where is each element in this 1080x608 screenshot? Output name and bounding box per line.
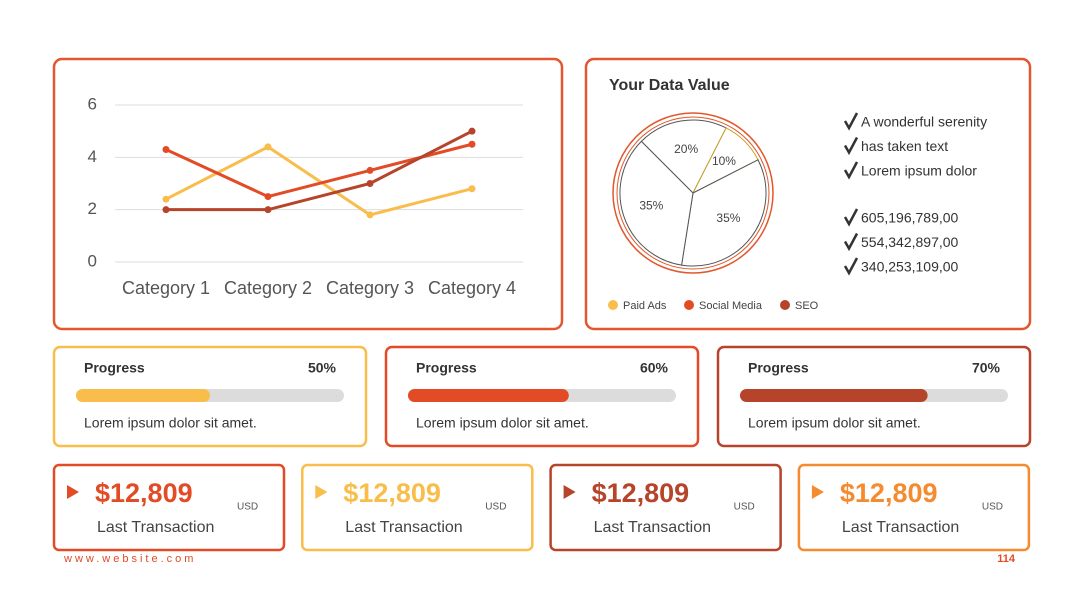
line-point — [366, 166, 374, 174]
transaction-currency: USD — [982, 502, 1003, 513]
pie-slice — [681, 159, 767, 267]
progress-bar — [740, 389, 928, 402]
transaction-arrow — [315, 485, 328, 499]
progress-text: Lorem ipsum dolor sit amet. — [748, 415, 921, 431]
checklist-item: Lorem ipsum dolor — [861, 163, 977, 179]
line-point — [366, 180, 374, 187]
line-point — [162, 145, 170, 153]
pie-slice — [619, 140, 694, 266]
y-tick-label: 2 — [88, 199, 97, 218]
transaction-amount: $12,809 — [95, 478, 193, 508]
line-point — [366, 211, 374, 219]
transaction-label: Last Transaction — [594, 519, 711, 536]
figure-item: 554,342,897,00 — [861, 234, 959, 250]
transaction-card — [301, 463, 534, 552]
transaction-amount: $12,809 — [592, 478, 690, 508]
checklist-item: A wonderful serenity — [861, 114, 987, 130]
transaction-label: Last Transaction — [345, 519, 462, 536]
progress-value-label: 70% — [972, 360, 1001, 376]
legend-swatch — [780, 300, 790, 310]
legend-label: SEO — [795, 300, 819, 312]
check-icon — [843, 112, 859, 131]
legend-label: Social Media — [699, 300, 763, 312]
line-point — [264, 206, 272, 214]
transaction-amount: $12,809 — [343, 478, 441, 508]
y-tick-label: 6 — [88, 94, 97, 113]
check-icon — [843, 232, 859, 252]
transaction-card — [52, 463, 286, 552]
line-point — [468, 127, 476, 135]
x-tick-label: Category 4 — [428, 278, 516, 298]
progress-value-label: 50% — [308, 360, 337, 376]
pie-label: 35% — [639, 199, 663, 213]
line-point — [162, 195, 170, 203]
progress-bar — [408, 389, 569, 402]
progress-value-label: 60% — [640, 360, 669, 376]
transaction-card — [797, 463, 1031, 552]
figure-item: 340,253,109,00 — [861, 259, 959, 275]
line-series — [166, 129, 473, 212]
transaction-currency: USD — [734, 502, 755, 513]
transaction-arrow — [811, 485, 824, 499]
line-point — [162, 206, 170, 214]
transaction-card — [549, 463, 782, 552]
legend-label: Paid Ads — [623, 300, 667, 312]
progress-text: Lorem ipsum dolor sit amet. — [84, 415, 257, 431]
pie-slice — [640, 119, 727, 194]
x-tick-label: Category 1 — [122, 278, 210, 298]
check-icon — [843, 136, 859, 156]
figure-item: 605,196,789,00 — [861, 210, 959, 226]
line-point — [264, 143, 272, 151]
check-icon — [843, 161, 859, 180]
pie-ring — [612, 112, 774, 274]
line-point — [264, 193, 272, 201]
check-icon — [843, 208, 859, 227]
y-tick-label: 0 — [88, 251, 97, 270]
transaction-label: Last Transaction — [842, 519, 959, 536]
progress-bar — [76, 389, 210, 402]
progress-text: Lorem ipsum dolor sit amet. — [416, 415, 589, 431]
transaction-currency: USD — [237, 502, 258, 513]
pie-label: 20% — [674, 142, 698, 156]
legend-swatch — [608, 300, 618, 310]
line-point — [468, 140, 476, 148]
transaction-currency: USD — [485, 502, 506, 513]
transaction-arrow — [67, 485, 79, 499]
footer-website: www.website.com — [63, 553, 196, 565]
pie-ring — [616, 116, 770, 270]
transaction-amount: $12,809 — [840, 478, 938, 508]
checklist-item: has taken text — [861, 138, 948, 154]
pie-label: 35% — [716, 211, 740, 225]
progress-title: Progress — [84, 360, 145, 376]
pie-label: 10% — [712, 154, 736, 168]
x-tick-label: Category 2 — [224, 278, 312, 298]
pie-title: Your Data Value — [609, 77, 730, 94]
progress-title: Progress — [748, 360, 809, 376]
progress-title: Progress — [416, 360, 477, 376]
transaction-label: Last Transaction — [97, 519, 214, 536]
x-tick-label: Category 3 — [326, 278, 414, 298]
check-icon — [843, 257, 859, 276]
footer-page: 114 — [997, 553, 1016, 565]
y-tick-label: 4 — [88, 147, 97, 166]
line-point — [468, 185, 476, 193]
transaction-arrow — [563, 485, 576, 499]
legend-swatch — [684, 300, 694, 310]
